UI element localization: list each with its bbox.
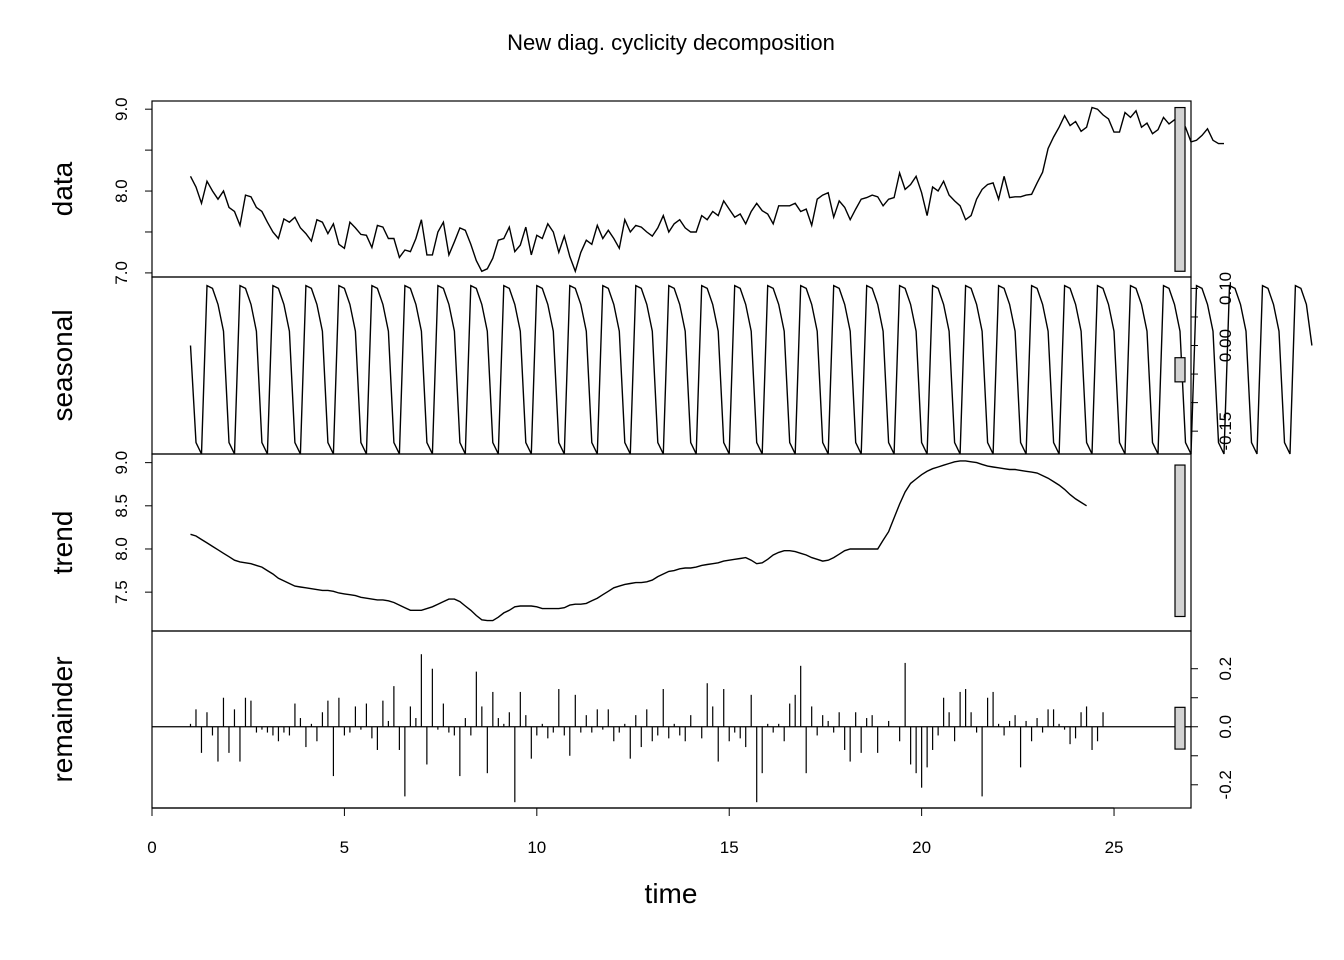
y-tick-label-trend: 8.5	[112, 494, 131, 518]
x-tick-label: 10	[527, 838, 546, 857]
series-line-seasonal	[189, 284, 1313, 455]
y-tick-label-data: 7.0	[112, 261, 131, 285]
x-tick-label: 0	[147, 838, 156, 857]
y-tick-label-seasonal: -0.15	[1216, 412, 1235, 451]
x-tick-label: 25	[1105, 838, 1124, 857]
y-axis-label-trend: trend	[47, 511, 78, 575]
y-tick-label-data: 8.0	[112, 179, 131, 203]
y-tick-label-trend: 9.0	[112, 451, 131, 475]
series-line-trend	[190, 460, 1087, 622]
y-tick-label-trend: 8.0	[112, 537, 131, 561]
y-axis-label-seasonal: seasonal	[47, 309, 78, 421]
panel-frame-data	[151, 100, 1192, 278]
y-tick-label-trend: 7.5	[112, 580, 131, 604]
panels-group: data 7.0 8.0 9.0 seasonal -0.15 0.00 0.10 trend 7…	[47, 97, 1313, 809]
x-axis: 0 5 10 15 20 25	[147, 807, 1124, 857]
range-bar-remainder	[1174, 706, 1186, 750]
y-tick-label-seasonal: 0.00	[1216, 329, 1235, 362]
x-tick-label: 5	[340, 838, 349, 857]
y-axis-label-remainder: remainder	[47, 656, 78, 782]
range-bar-seasonal	[1174, 357, 1186, 383]
y-tick-label-remainder: -0.2	[1216, 770, 1235, 799]
chart-title: New diag. cyclicity decomposition	[507, 30, 835, 55]
panel-remainder: remainder -0.2 0.0 0.2	[47, 630, 1235, 809]
panel-frame-trend	[151, 453, 1192, 632]
panel-seasonal: seasonal -0.15 0.00 0.10	[47, 272, 1313, 455]
y-tick-label-remainder: 0.0	[1216, 715, 1235, 739]
panel-data: data 7.0 8.0 9.0	[47, 97, 1224, 285]
panel-frame-seasonal	[151, 276, 1192, 455]
y-tick-label-data: 9.0	[112, 97, 131, 121]
y-axis-label-data: data	[47, 161, 78, 216]
panel-frame-remainder	[151, 630, 1192, 809]
x-tick-label: 20	[912, 838, 931, 857]
y-tick-label-remainder: 0.2	[1216, 657, 1235, 681]
x-axis-label: time	[645, 878, 698, 909]
range-bar-trend	[1174, 464, 1186, 618]
x-tick-label: 15	[720, 838, 739, 857]
series-line-data	[189, 106, 1224, 274]
panel-trend: trend 7.5 8.0 8.5 9.0	[47, 451, 1192, 632]
range-bar-data	[1174, 106, 1186, 272]
y-tick-label-seasonal: 0.10	[1216, 272, 1235, 305]
